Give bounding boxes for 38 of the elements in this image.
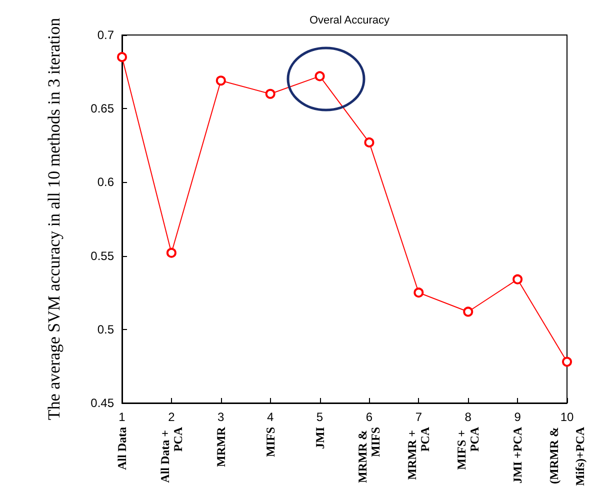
point — [166, 248, 176, 258]
text: All Data — [115, 427, 129, 470]
point — [216, 76, 226, 86]
x-tick-label: 5 — [316, 410, 324, 424]
point — [117, 52, 127, 62]
y-tick-label: 0.6 — [97, 175, 114, 190]
x-tick-label: 1 — [118, 410, 126, 424]
x-tick-label: 4 — [266, 410, 274, 424]
x-tick-label: 2 — [168, 410, 176, 424]
x-tick-label: 9 — [514, 410, 522, 424]
point — [414, 288, 424, 298]
text: MIFS + PCA — [454, 426, 482, 470]
point — [265, 88, 276, 99]
x-tick-label: 10 — [560, 410, 574, 424]
text: MRMR & MIFS — [356, 426, 383, 483]
x-tick-label: 6 — [366, 410, 373, 424]
y-tick-label: 0.55 — [90, 248, 114, 263]
point — [512, 274, 523, 284]
y-tick-label: 0.45 — [90, 396, 114, 410]
y-tick-label: 0.5 — [97, 322, 114, 336]
chart-title: Overal Accuracy — [309, 14, 390, 26]
y-tick-label: 0.65 — [90, 102, 114, 116]
text: MRMR + PCA — [405, 426, 432, 480]
x-tick-label: 7 — [415, 410, 422, 424]
text: (MRMR & Mifs)+PCA — [547, 426, 587, 486]
point — [463, 306, 474, 317]
x-tick-label: 8 — [464, 410, 472, 424]
text: MIFS — [263, 426, 278, 457]
text: MRMR — [214, 426, 228, 467]
text: All Data + PCA — [158, 426, 185, 483]
x-tick-label: 3 — [218, 410, 225, 424]
point — [314, 71, 325, 82]
point — [562, 356, 572, 367]
y-axis-title: The average SVM accuracy in all 10 methods in 3 iteration — [44, 17, 64, 420]
y-tick-label: 0.7 — [97, 28, 114, 42]
point — [364, 137, 374, 148]
text: JMI +PCA — [510, 426, 525, 484]
text: JMI — [312, 426, 327, 449]
